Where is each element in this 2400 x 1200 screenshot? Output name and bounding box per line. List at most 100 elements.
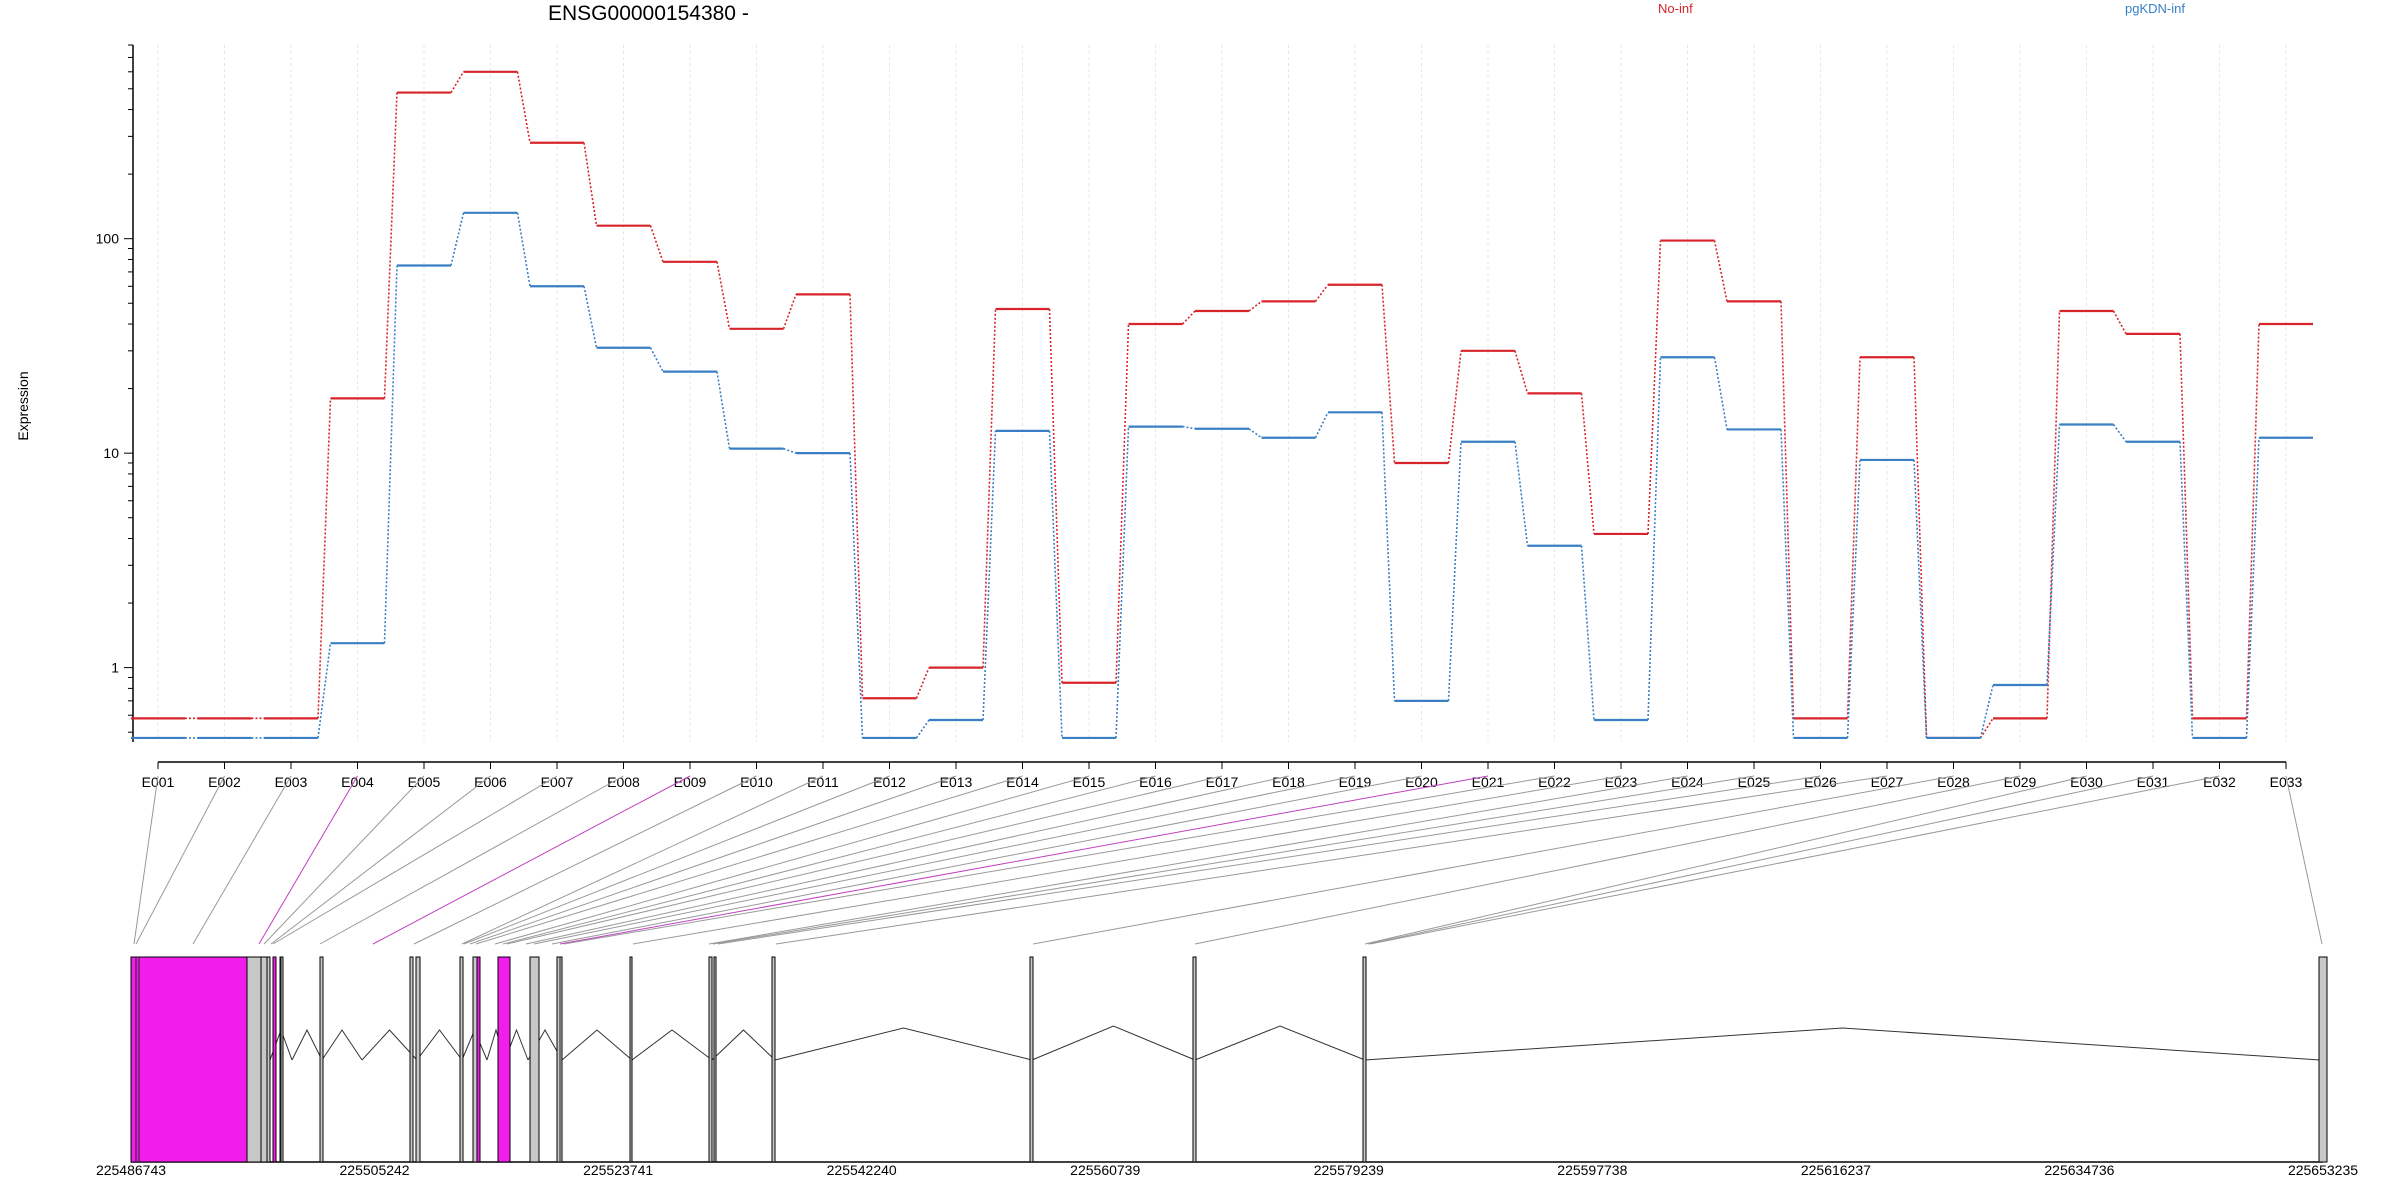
exon-connector-line — [270, 775, 491, 945]
x-tick-label-e011: E011 — [807, 774, 839, 790]
exon-connector-line — [502, 775, 1156, 945]
series-no-inf-connector — [849, 294, 864, 699]
exon-connector-line — [708, 775, 1688, 945]
intron-line — [361, 1029, 418, 1061]
genome-tick-label: 225634736 — [2044, 1162, 2114, 1178]
exon-block — [319, 956, 324, 1163]
x-tick-label-e024: E024 — [1671, 774, 1704, 790]
exon-connector-line — [533, 775, 1356, 945]
exon-connector-line — [1194, 775, 2021, 945]
x-tick-label-e004: E004 — [341, 774, 374, 790]
genome-tick-label: 225505242 — [340, 1162, 410, 1178]
series-no-inf-connector — [1248, 300, 1262, 312]
series-pgkdn-inf-connector — [1447, 441, 1462, 701]
exon-block — [713, 956, 717, 1163]
x-tick-label-e010: E010 — [740, 774, 773, 790]
exon-block — [246, 956, 262, 1163]
x-tick-label-e016: E016 — [1139, 774, 1172, 790]
genome-tick-label: 225597738 — [1557, 1162, 1627, 1178]
intron-line — [711, 1029, 776, 1061]
exon-connector-line — [319, 775, 624, 945]
exon-connector-line — [263, 775, 425, 945]
exon-block — [1192, 956, 1197, 1163]
genome-tick-label: 225486743 — [96, 1162, 166, 1178]
x-tick-label-e013: E013 — [940, 774, 973, 790]
series-no-inf-connector — [516, 71, 531, 143]
series-no-inf-connector — [1181, 310, 1196, 325]
exon-connector-line — [1032, 775, 1954, 945]
series-no-inf-connector — [1115, 324, 1130, 683]
series-no-inf-connector — [1514, 350, 1529, 394]
series-pgkdn-inf-connector — [1647, 357, 1662, 721]
series-pgkdn-inf-connector — [915, 719, 930, 739]
exon-connector-line — [525, 775, 1289, 945]
exon-connector-line — [413, 775, 757, 945]
exon-connector-line — [461, 775, 824, 945]
intron-line — [321, 1029, 363, 1061]
series-no-inf-connector — [1647, 240, 1662, 534]
exon-connector-line — [712, 775, 1755, 945]
series-no-inf-connector — [317, 398, 332, 719]
series-no-inf-connector — [450, 71, 465, 93]
genome-tick-label: 225542240 — [827, 1162, 897, 1178]
intron-line — [416, 1029, 463, 1061]
series-no-inf-connector — [2179, 333, 2194, 719]
series-pgkdn-inf-connector — [2112, 424, 2127, 443]
y-tick-label: 100 — [96, 231, 120, 247]
series-no-inf-connector — [2046, 310, 2061, 719]
axes: 1 10 100 E001 E002 E003 E004 E005 E006 E007 E008 E0… — [96, 44, 2303, 790]
series-pgkdn-inf-connector — [1048, 430, 1063, 738]
series-pgkdn-inf-connector — [450, 212, 465, 266]
x-tick-label-e001: E001 — [142, 774, 175, 790]
genome-tick-label: 225560739 — [1070, 1162, 1140, 1178]
x-tick-label-e031: E031 — [2137, 774, 2170, 790]
series-no-inf-connector — [1314, 284, 1329, 302]
intron-line — [774, 1027, 1033, 1061]
exon-connector-line — [506, 775, 1223, 945]
y-tick-label: 1 — [111, 660, 119, 676]
series-pgkdn-inf-connector — [583, 286, 598, 348]
exon-block — [472, 956, 478, 1163]
x-tick-label-e025: E025 — [1738, 774, 1771, 790]
series-pgkdn-inf-connector — [716, 371, 731, 449]
genome-tick-label: 225523741 — [583, 1162, 653, 1178]
exon-block — [629, 956, 633, 1163]
exon-connector-line — [475, 775, 1023, 945]
exon-connector-line — [2285, 775, 2323, 945]
exon-connector-line — [1369, 775, 2220, 945]
x-tick-label-e032: E032 — [2203, 774, 2236, 790]
series-pgkdn-inf-connector — [2046, 424, 2061, 686]
legend-entry-no-inf: No-inf — [1658, 1, 1693, 16]
series-no-inf-connector — [649, 225, 664, 263]
exon-block — [1029, 956, 1034, 1163]
exon-block — [1362, 956, 1367, 1163]
exon-connector-line — [563, 775, 1555, 945]
exon-block — [497, 956, 511, 1163]
exon-block — [529, 956, 540, 1163]
exon-block — [2318, 956, 2328, 1163]
exon-connector-line — [133, 775, 159, 945]
x-tick-label-e009: E009 — [674, 774, 707, 790]
exon-block — [459, 956, 464, 1163]
series-pgkdn-inf-connector — [1381, 412, 1396, 701]
exon-connector-line — [775, 775, 1888, 945]
exon-connector-line — [463, 775, 890, 945]
series-pgkdn-inf-connector — [783, 447, 797, 454]
series-pgkdn-inf-connector — [1713, 357, 1728, 430]
series-no-inf-connector — [2112, 310, 2127, 335]
exon-block — [771, 956, 776, 1163]
exon-block — [266, 956, 271, 1163]
series-pgkdn-inf-connector — [1780, 429, 1795, 738]
x-tick-label-e006: E006 — [474, 774, 507, 790]
series-no-inf-connector — [583, 142, 598, 226]
series-pgkdn-inf-connector — [383, 265, 398, 644]
series-pgkdn-inf-connector — [516, 212, 531, 287]
exon-block — [708, 956, 713, 1163]
series-no-inf-connector — [383, 92, 398, 399]
series-pgkdn-inf-connector — [1115, 426, 1130, 738]
genome-tick-label: 225653235 — [2288, 1162, 2358, 1178]
exon-connectors — [133, 775, 2323, 945]
series-no-inf-connector — [982, 308, 997, 668]
chart-title: ENSG00000154380 - — [548, 2, 749, 25]
series-pgkdn-inf-connector — [982, 430, 997, 721]
